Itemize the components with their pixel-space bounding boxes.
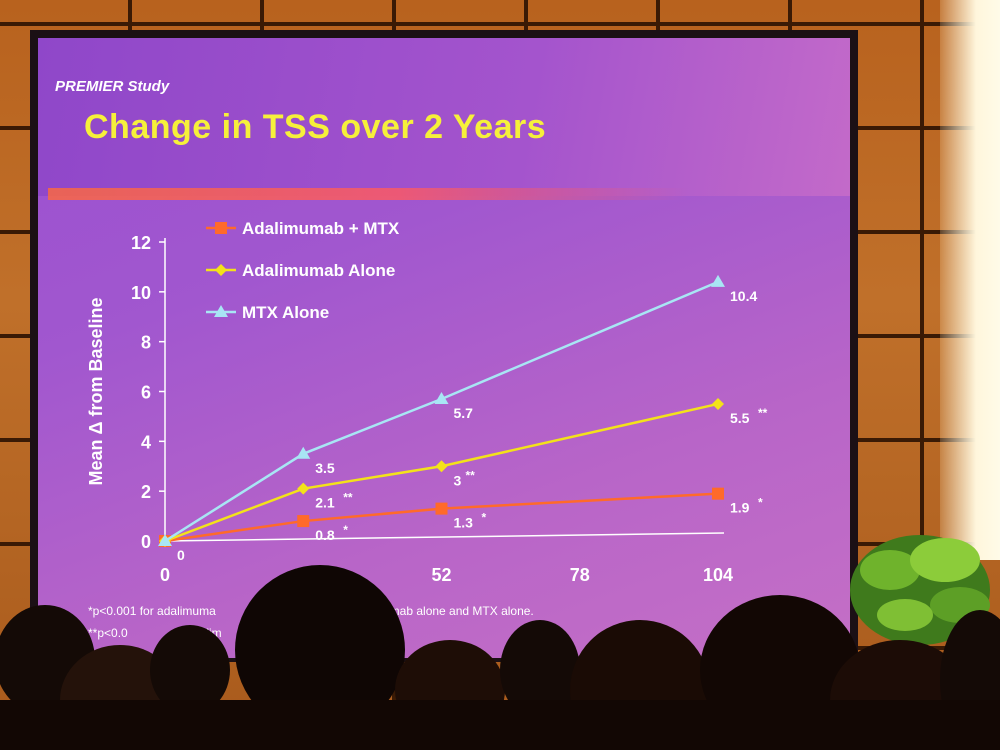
legend-label-adalimumab-alone: Adalimumab Alone — [242, 261, 395, 280]
footnote-2a: **p<0.0 — [88, 626, 128, 640]
x-tick-label: 104 — [703, 565, 733, 585]
series-line-mtx-alone — [164, 280, 719, 543]
study-label: PREMIER Study — [55, 78, 170, 95]
significance-mark: * — [343, 523, 348, 537]
data-label-adalimumab-mtx: 1.9 — [730, 500, 750, 516]
legend-marker-adalimumab-alone — [215, 264, 227, 276]
data-label-adalimumab-alone: 2.1 — [315, 495, 335, 511]
point-adalimumab-mtx — [435, 502, 448, 515]
y-tick-label: 0 — [141, 532, 151, 552]
y-tick-label: 8 — [141, 333, 151, 353]
title-band — [38, 38, 850, 196]
slide: PREMIER Study Change in TSS over 2 Years… — [38, 38, 850, 658]
significance-mark: * — [482, 511, 487, 525]
x-tick-label: 78 — [570, 565, 590, 585]
point-adalimumab-mtx — [712, 487, 724, 500]
y-tick-label: 4 — [141, 432, 151, 452]
x-tick-label: 0 — [160, 565, 170, 585]
data-label-mtx-alone: 3.5 — [315, 460, 335, 476]
data-label-adalimumab-alone: 5.5 — [730, 410, 750, 426]
data-label-mtx-alone: 0 — [177, 547, 185, 563]
legend-marker-adalimumab-mtx — [215, 222, 227, 234]
point-adalimumab-alone — [712, 397, 724, 410]
y-tick-label: 6 — [141, 383, 151, 403]
footnote-1a: *p<0.001 for adalimuma — [88, 604, 216, 618]
data-label-mtx-alone: 10.4 — [730, 288, 757, 304]
legend-label-adalimumab-mtx: Adalimumab + MTX — [242, 219, 400, 238]
footnote-1b: umab alone and MTX alone. — [383, 604, 534, 618]
point-mtx-alone — [158, 534, 172, 546]
data-label-adalimumab-mtx: 0.8 — [315, 527, 335, 543]
data-label-mtx-alone: 5.7 — [454, 405, 474, 421]
significance-mark: ** — [343, 491, 353, 505]
point-mtx-alone — [711, 274, 725, 287]
point-mtx-alone — [434, 391, 449, 404]
footnote-2b: dalim — [193, 626, 222, 640]
plant-decoration — [850, 535, 990, 645]
y-axis-label: Mean Δ from Baseline — [86, 298, 106, 486]
data-label-adalimumab-mtx: 1.3 — [454, 515, 474, 531]
legend-marker-mtx-alone — [214, 305, 228, 317]
y-tick-label: 10 — [131, 283, 151, 303]
data-label-adalimumab-alone: 3 — [454, 472, 462, 488]
x-axis — [164, 532, 725, 542]
series-line-adalimumab-alone — [164, 402, 719, 543]
x-tick-label: 52 — [431, 565, 451, 585]
y-tick-label: 12 — [131, 233, 151, 253]
point-adalimumab-alone — [297, 482, 310, 495]
point-adalimumab-alone — [435, 460, 448, 473]
series-line-adalimumab-mtx — [164, 492, 719, 543]
slide-title: Change in TSS over 2 Years — [84, 108, 547, 146]
x-tick-label: 26 — [293, 565, 313, 585]
point-mtx-alone — [296, 446, 311, 459]
y-tick-label: 2 — [141, 482, 151, 502]
legend-label-mtx-alone: MTX Alone — [242, 303, 329, 322]
significance-mark: ** — [466, 468, 476, 482]
title-divider — [48, 188, 688, 200]
stage-light — [940, 0, 1000, 560]
significance-mark: * — [758, 496, 763, 510]
significance-mark: ** — [758, 406, 768, 420]
point-adalimumab-mtx — [297, 515, 310, 528]
tss-line-chart: 0 2 4 6 8 10 12 0 26 52 78 104 Mean Δ from Baseline 0… — [86, 219, 768, 585]
